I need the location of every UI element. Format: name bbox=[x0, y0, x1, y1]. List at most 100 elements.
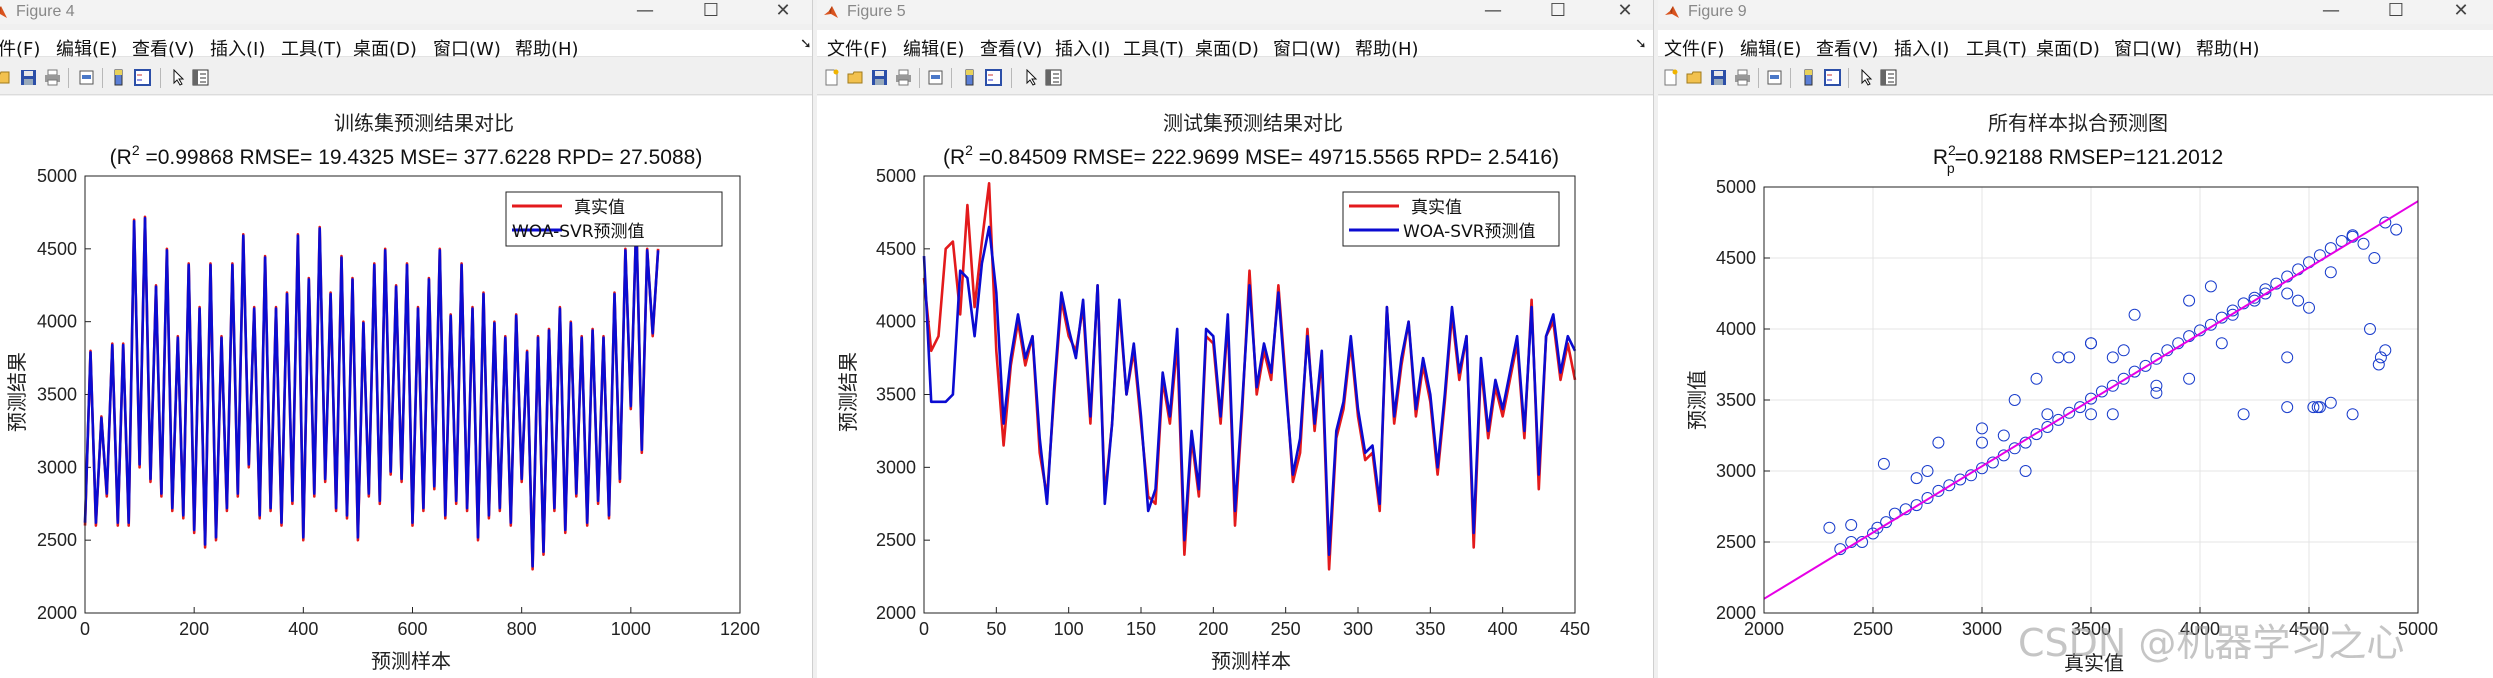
toolbar-separator bbox=[102, 68, 103, 88]
toolbar-separator bbox=[919, 68, 920, 88]
menu-window[interactable]: 窗口(W) bbox=[1273, 39, 1341, 60]
x-tick-label: 2000 bbox=[1744, 619, 1784, 639]
plot-subtitle: (R2 =0.99868 RMSE= 19.4325 MSE= 377.6228… bbox=[110, 142, 703, 169]
legend-icon[interactable] bbox=[985, 69, 1002, 86]
menu-view[interactable]: 查看(V) bbox=[1816, 39, 1879, 60]
open-folder-icon[interactable] bbox=[847, 69, 864, 86]
menu-insert[interactable]: 插入(I) bbox=[1055, 39, 1111, 60]
x-tick-label: 400 bbox=[1488, 619, 1518, 639]
x-tick-label: 1200 bbox=[720, 619, 760, 639]
menu-file[interactable]: 件(F) bbox=[0, 39, 41, 60]
legend[interactable]: 真实值 WOA-SVR预测值 bbox=[1342, 191, 1560, 247]
toolbar-separator bbox=[160, 68, 161, 88]
scatter-point bbox=[2106, 379, 2119, 392]
pointer-arrow-icon[interactable] bbox=[1858, 69, 1875, 86]
menu-window[interactable]: 窗口(W) bbox=[2114, 39, 2182, 60]
scatter-point bbox=[2117, 344, 2130, 357]
scatter-point bbox=[1910, 499, 1923, 512]
menu-file[interactable]: 文件(F) bbox=[1664, 39, 1725, 60]
print-preview-icon[interactable] bbox=[78, 69, 95, 86]
y-tick-label: 3500 bbox=[876, 385, 916, 405]
x-tick-label: 250 bbox=[1271, 619, 1301, 639]
print-preview-icon[interactable] bbox=[1766, 69, 1783, 86]
save-icon[interactable] bbox=[1710, 69, 1727, 86]
menu-help[interactable]: 帮助(H) bbox=[1355, 39, 1419, 60]
menu-help[interactable]: 帮助(H) bbox=[2196, 39, 2260, 60]
menu-file[interactable]: 文件(F) bbox=[827, 39, 888, 60]
menu-tools[interactable]: 工具(T) bbox=[1123, 39, 1185, 60]
menu-tools[interactable]: 工具(T) bbox=[1966, 39, 2028, 60]
scatter-point bbox=[2150, 386, 2163, 399]
pointer-arrow-icon[interactable] bbox=[1023, 69, 1040, 86]
x-axis-label: 真实值 bbox=[2064, 651, 2124, 675]
maximize-icon[interactable]: ☐ bbox=[702, 0, 720, 21]
toolbar-separator bbox=[951, 68, 952, 88]
axes-frame bbox=[923, 175, 1576, 614]
close-icon[interactable]: ✕ bbox=[2453, 0, 2469, 21]
property-editor-icon[interactable] bbox=[192, 69, 209, 86]
figure-canvas: 训练集预测结果对比 (R2 =0.99868 RMSE= 19.4325 MSE… bbox=[0, 96, 812, 678]
scatter-point bbox=[2052, 413, 2065, 426]
figure-window-4: Figure 4 — ☐ ✕ 件(F) 编辑(E) 查看(V) 插入(I) 工具… bbox=[0, 0, 813, 678]
menu-desktop[interactable]: 桌面(D) bbox=[353, 39, 417, 60]
colorbar-icon[interactable] bbox=[110, 69, 127, 86]
menu-overflow-icon[interactable]: ➘ bbox=[800, 36, 812, 52]
scatter-point bbox=[2008, 394, 2021, 406]
scatter-point bbox=[2063, 351, 2076, 364]
menu-insert[interactable]: 插入(I) bbox=[210, 39, 266, 60]
menu-help[interactable]: 帮助(H) bbox=[515, 39, 579, 60]
y-axis-label: 预测值 bbox=[1685, 370, 1709, 430]
open-folder-icon[interactable] bbox=[0, 69, 11, 86]
save-icon[interactable] bbox=[871, 69, 888, 86]
property-editor-icon[interactable] bbox=[1880, 69, 1897, 86]
legend-label-actual: 真实值 bbox=[1411, 198, 1462, 218]
scatter-point bbox=[2259, 287, 2272, 300]
minimize-icon[interactable]: — bbox=[636, 0, 654, 21]
menu-edit[interactable]: 编辑(E) bbox=[1740, 39, 1802, 60]
new-file-icon[interactable] bbox=[1662, 69, 1679, 86]
y-tick-label: 3000 bbox=[37, 457, 77, 477]
colorbar-icon[interactable] bbox=[1800, 69, 1817, 86]
print-preview-icon[interactable] bbox=[927, 69, 944, 86]
close-icon[interactable]: ✕ bbox=[1617, 0, 1633, 21]
maximize-icon[interactable]: ☐ bbox=[1549, 0, 1567, 21]
y-axis-label: 预测结果 bbox=[5, 352, 29, 432]
title-bar: Figure 5 — ☐ ✕ bbox=[817, 0, 1653, 24]
window-title: Figure 9 bbox=[1688, 3, 1747, 20]
print-icon[interactable] bbox=[895, 69, 912, 86]
menu-desktop[interactable]: 桌面(D) bbox=[2036, 39, 2100, 60]
menu-view[interactable]: 查看(V) bbox=[980, 39, 1043, 60]
y-tick-label: 2000 bbox=[37, 603, 77, 623]
menu-edit[interactable]: 编辑(E) bbox=[903, 39, 965, 60]
legend-icon[interactable] bbox=[134, 69, 151, 86]
print-icon[interactable] bbox=[44, 69, 61, 86]
save-icon[interactable] bbox=[20, 69, 37, 86]
scatter-point bbox=[2324, 396, 2337, 409]
property-editor-icon[interactable] bbox=[1045, 69, 1062, 86]
menu-view[interactable]: 查看(V) bbox=[132, 39, 195, 60]
maximize-icon[interactable]: ☐ bbox=[2387, 0, 2405, 21]
minimize-icon[interactable]: — bbox=[1484, 0, 1502, 21]
print-icon[interactable] bbox=[1734, 69, 1751, 86]
close-icon[interactable]: ✕ bbox=[775, 0, 791, 21]
scatter-point bbox=[2085, 392, 2097, 405]
window-title: Figure 4 bbox=[16, 3, 75, 20]
pointer-arrow-icon[interactable] bbox=[170, 69, 187, 86]
menu-insert[interactable]: 插入(I) bbox=[1894, 39, 1950, 60]
menu-overflow-icon[interactable]: ➘ bbox=[1635, 36, 1647, 52]
menu-window[interactable]: 窗口(W) bbox=[433, 39, 501, 60]
legend-icon[interactable] bbox=[1824, 69, 1841, 86]
scatter-point bbox=[2183, 294, 2196, 307]
y-tick-label: 3500 bbox=[37, 385, 77, 405]
menu-edit[interactable]: 编辑(E) bbox=[56, 39, 118, 60]
minimize-icon[interactable]: — bbox=[2322, 0, 2340, 21]
plot-title: 测试集预测结果对比 bbox=[1163, 111, 1343, 135]
colorbar-icon[interactable] bbox=[961, 69, 978, 86]
menu-desktop[interactable]: 桌面(D) bbox=[1195, 39, 1259, 60]
x-tick-label: 350 bbox=[1415, 619, 1445, 639]
open-folder-icon[interactable] bbox=[1686, 69, 1703, 86]
legend[interactable]: 真实值 _ WOA-SVR预测值 bbox=[505, 191, 723, 247]
scatter-point bbox=[2292, 294, 2305, 307]
new-file-icon[interactable] bbox=[823, 69, 840, 86]
menu-tools[interactable]: 工具(T) bbox=[281, 39, 343, 60]
